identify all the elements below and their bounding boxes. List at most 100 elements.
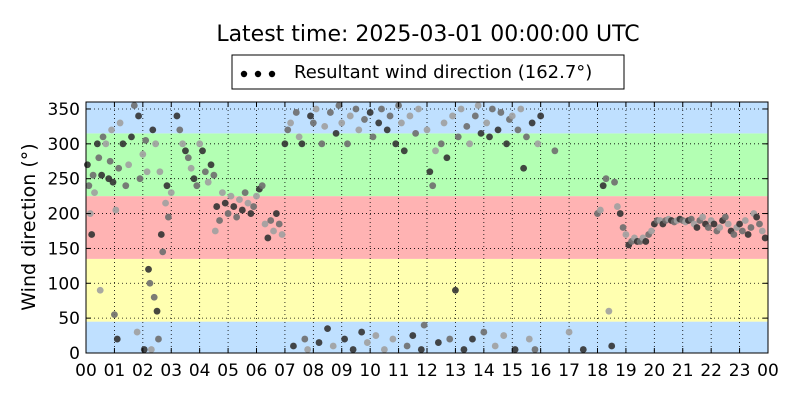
- data-point: [159, 248, 167, 256]
- data-point: [452, 286, 459, 294]
- x-tick-label: 15: [501, 361, 523, 381]
- data-point: [420, 321, 428, 329]
- y-tick-label: 0: [69, 344, 80, 364]
- data-point: [403, 342, 411, 350]
- x-tick-label: 09: [331, 361, 353, 381]
- x-tick-label: 08: [303, 361, 325, 381]
- data-point: [224, 210, 232, 217]
- data-point: [233, 213, 241, 221]
- data-point: [143, 168, 151, 176]
- data-point: [471, 112, 479, 120]
- data-point: [449, 112, 456, 120]
- data-point: [443, 154, 451, 162]
- data-point: [363, 339, 371, 346]
- data-point: [375, 119, 383, 127]
- data-point: [520, 164, 528, 172]
- data-point: [602, 175, 610, 183]
- data-point: [135, 112, 142, 120]
- y-tick-label: 100: [48, 274, 80, 294]
- data-point: [329, 342, 337, 350]
- data-point: [341, 335, 348, 343]
- data-point: [710, 220, 718, 228]
- data-point: [355, 126, 363, 134]
- data-point: [409, 332, 417, 339]
- data-point: [287, 119, 294, 127]
- x-tick-label: 23: [729, 361, 751, 381]
- data-point: [699, 213, 707, 221]
- data-point: [537, 112, 545, 120]
- data-point: [230, 203, 238, 210]
- direction-bands: [86, 102, 768, 353]
- data-point: [295, 133, 303, 141]
- legend-marker-dot: [268, 70, 276, 78]
- data-point: [335, 102, 343, 109]
- x-tick-label: 18: [587, 361, 609, 381]
- data-point: [440, 119, 448, 127]
- data-point: [361, 116, 368, 123]
- x-tick-label: 12: [416, 361, 438, 381]
- data-point: [736, 220, 743, 228]
- data-point: [89, 171, 97, 179]
- data-point: [150, 293, 158, 301]
- data-point: [163, 182, 171, 190]
- x-tick-label: 04: [189, 361, 211, 381]
- data-point: [500, 332, 508, 339]
- data-point: [613, 203, 621, 210]
- data-point: [761, 234, 769, 242]
- y-axis-ticks: 0 50 100 150 200 250 300 350: [48, 100, 768, 364]
- data-point: [469, 335, 476, 343]
- data-point: [190, 175, 198, 183]
- legend-label: Resultant wind direction (162.7°): [294, 62, 592, 83]
- data-point: [309, 119, 317, 127]
- data-point: [417, 346, 425, 353]
- data-point: [156, 168, 164, 176]
- data-point: [91, 189, 98, 197]
- data-point: [457, 105, 465, 113]
- data-point: [270, 227, 277, 235]
- data-point: [426, 168, 434, 176]
- data-point: [227, 192, 235, 200]
- data-point: [312, 105, 320, 113]
- x-tick-label: 00: [757, 361, 779, 381]
- data-point: [298, 140, 306, 148]
- y-tick-label: 200: [48, 205, 80, 225]
- data-point: [258, 182, 266, 190]
- data-point: [109, 178, 117, 186]
- data-point: [261, 220, 269, 228]
- data-point: [264, 234, 272, 242]
- data-point: [389, 335, 397, 343]
- direction-band: [86, 196, 768, 259]
- data-point: [349, 346, 357, 353]
- data-point: [253, 192, 260, 200]
- x-axis-ticks: 00 01 02 03 04 05 06 07 08 09 10 11 12 13 14 15 16 17 18 19…: [75, 102, 779, 381]
- data-point: [741, 217, 749, 224]
- data-point: [380, 346, 388, 353]
- data-point: [219, 189, 226, 197]
- data-point: [111, 311, 118, 319]
- data-point: [155, 335, 162, 343]
- data-point: [210, 171, 218, 179]
- data-point: [96, 286, 104, 294]
- data-point: [275, 220, 283, 228]
- y-tick-label: 300: [48, 135, 80, 155]
- y-tick-label: 50: [58, 309, 80, 329]
- data-point: [207, 161, 215, 169]
- data-point: [412, 129, 420, 137]
- x-tick-label: 03: [160, 361, 182, 381]
- data-point: [517, 105, 525, 113]
- data-point: [184, 154, 192, 162]
- data-point: [176, 126, 184, 134]
- data-point: [106, 157, 114, 165]
- data-point: [344, 140, 351, 148]
- data-point: [599, 182, 607, 190]
- data-point: [716, 224, 724, 231]
- legend: Resultant wind direction (162.7°): [231, 54, 625, 90]
- data-point: [423, 126, 431, 134]
- data-point: [95, 154, 103, 162]
- data-point: [139, 150, 147, 158]
- data-point: [149, 126, 157, 134]
- data-point: [596, 206, 604, 214]
- data-point: [724, 220, 732, 228]
- data-point: [324, 325, 331, 332]
- data-point: [187, 164, 195, 172]
